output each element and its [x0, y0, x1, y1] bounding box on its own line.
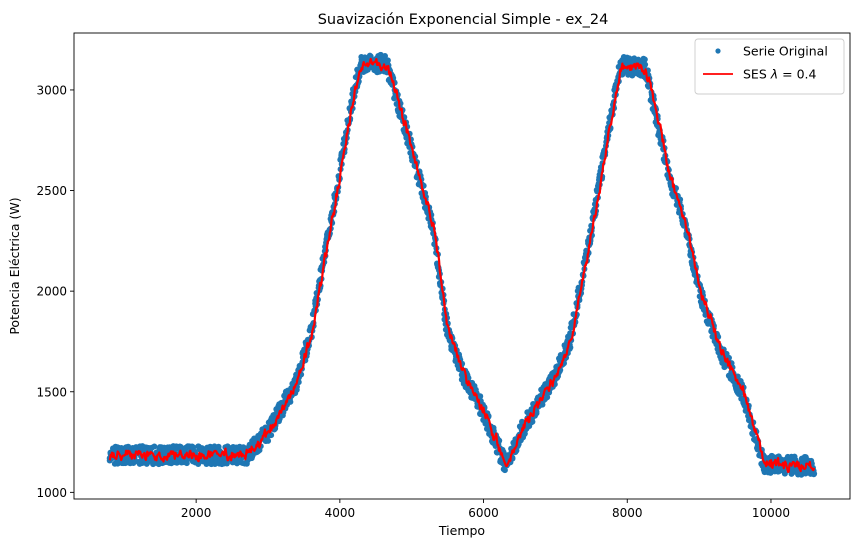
data-point	[268, 432, 275, 439]
data-point	[151, 443, 158, 450]
legend-box	[694, 38, 845, 95]
data-point	[223, 460, 230, 467]
y-tick-label: 1500	[36, 385, 67, 399]
y-axis: 1000 1500 2000 2500 3000	[36, 83, 74, 500]
x-tick-label: 10000	[752, 506, 790, 520]
legend: Serie Original SES λ = 0.4	[694, 38, 845, 95]
y-tick-label: 2500	[36, 184, 67, 198]
data-point	[501, 467, 508, 474]
ses-series	[108, 57, 816, 473]
x-tick-label: 4000	[325, 506, 356, 520]
x-tick-label: 2000	[181, 506, 212, 520]
data-point	[287, 398, 294, 405]
y-tick-label: 2000	[36, 285, 67, 299]
chart-title: Suavización Exponencial Simple - ex_24	[318, 12, 609, 28]
data-point	[544, 394, 551, 401]
legend-marker-original	[715, 48, 721, 54]
data-point	[539, 401, 546, 408]
data-point	[477, 393, 484, 400]
data-point	[811, 470, 818, 477]
x-axis-label: Tiempo	[438, 523, 485, 538]
original-series	[106, 51, 818, 478]
data-point	[529, 418, 536, 425]
x-axis: 2000 4000 6000 8000 10000	[181, 499, 790, 520]
legend-label-original: Serie Original	[743, 44, 828, 59]
plot-frame	[73, 32, 851, 500]
legend-label-ses: SES λ = 0.4	[743, 67, 817, 82]
data-point	[641, 56, 648, 63]
ses-line	[108, 57, 816, 473]
x-tick-label: 6000	[468, 506, 499, 520]
y-tick-label: 1000	[36, 486, 67, 500]
y-axis-label: Potencia Eléctrica (W)	[7, 197, 22, 334]
y-tick-label: 3000	[36, 83, 67, 97]
data-point	[265, 437, 272, 444]
data-point	[183, 460, 190, 467]
data-point	[384, 57, 391, 64]
x-tick-label: 8000	[612, 506, 643, 520]
data-point	[781, 470, 788, 477]
data-point	[642, 61, 649, 68]
data-point	[381, 52, 388, 59]
